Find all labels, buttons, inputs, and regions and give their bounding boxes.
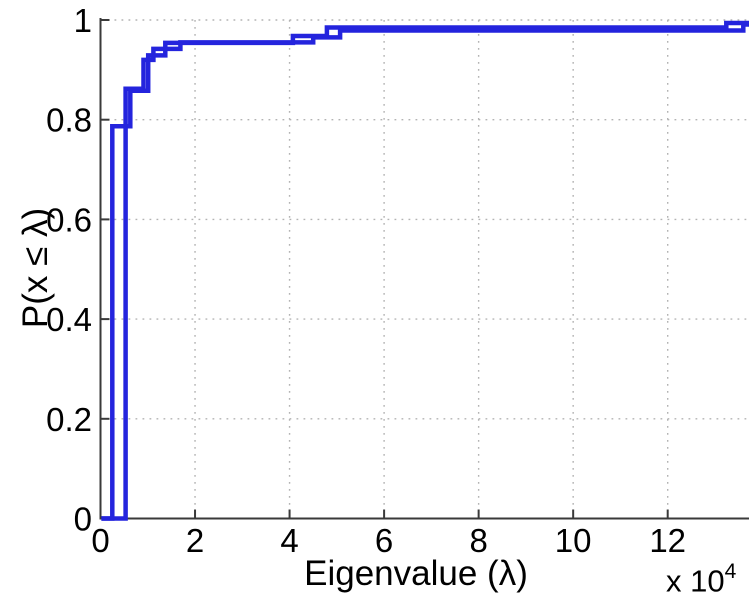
x-tick-label: 4 bbox=[280, 522, 298, 559]
x-tick-label: 10 bbox=[555, 522, 592, 559]
x-tick-label: 8 bbox=[469, 522, 487, 559]
x-axis-label: Eigenvalue (λ) bbox=[304, 554, 528, 593]
x-tick-label: 2 bbox=[186, 522, 204, 559]
multiplier-exponent: 4 bbox=[724, 560, 737, 583]
x-tick-label: 0 bbox=[91, 522, 109, 559]
ecdf-curve-2 bbox=[101, 20, 749, 521]
y-tick-label: 0.2 bbox=[46, 401, 92, 438]
x-tick-label: 12 bbox=[649, 522, 686, 559]
y-axis-label: P(x ≤ λ) bbox=[16, 207, 55, 329]
y-tick-label: 0.8 bbox=[46, 102, 92, 139]
x-axis-multiplier: x 104 bbox=[666, 560, 737, 599]
y-tick-label: 0.4 bbox=[46, 301, 92, 338]
y-tick-label: 0.6 bbox=[46, 201, 92, 238]
y-tick-label: 0 bbox=[74, 501, 92, 538]
multiplier-base: x 10 bbox=[666, 563, 725, 599]
x-tick-label: 6 bbox=[375, 522, 393, 559]
y-tick-label: 1 bbox=[74, 2, 92, 39]
ecdf-curve-1 bbox=[101, 22, 749, 521]
